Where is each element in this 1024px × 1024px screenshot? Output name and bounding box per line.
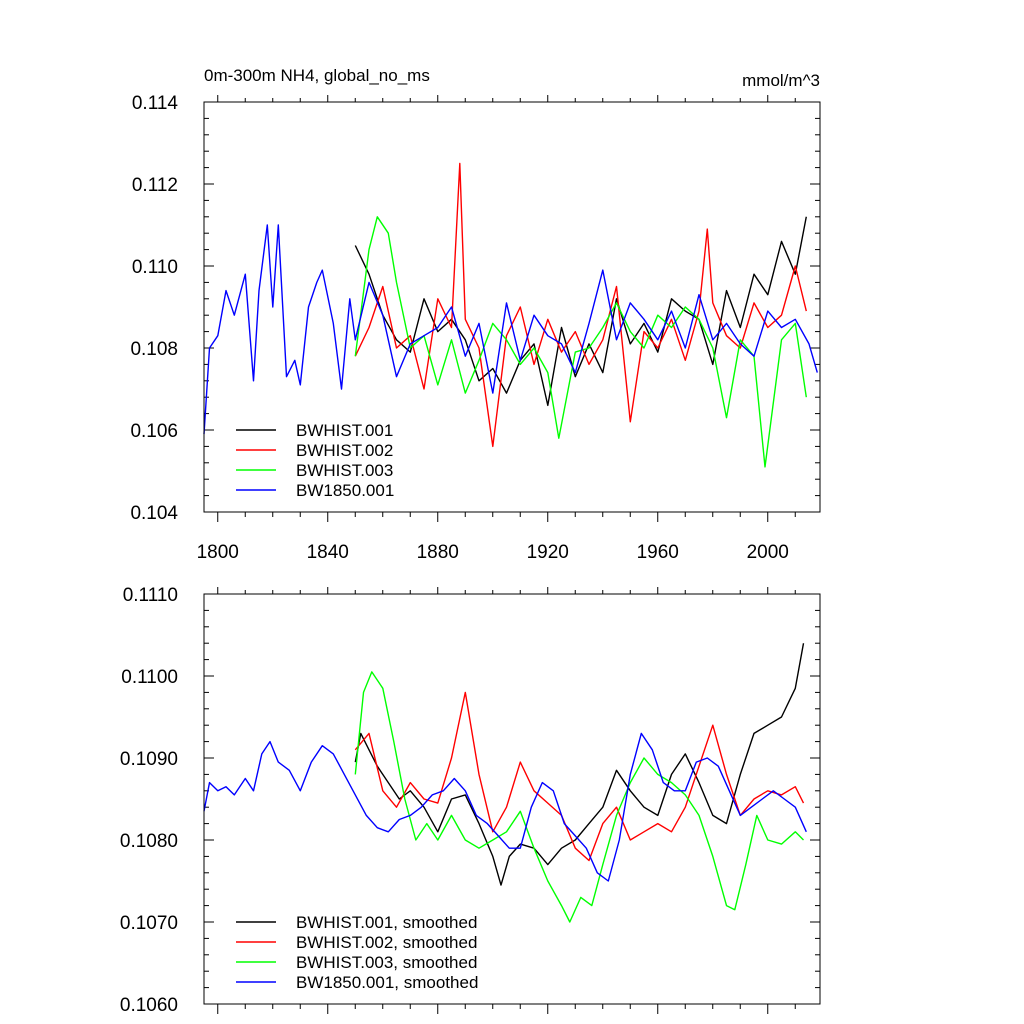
top-ytick-label: 0.106: [130, 421, 178, 442]
top-panel-series: [203, 162, 818, 468]
bottom-series-line-4: [203, 732, 807, 882]
top-panel-xtick-labels: 1800 1840 1880 1920 1960 2000: [197, 542, 789, 563]
top-legend-label-2: BWHIST.002: [296, 441, 393, 460]
bottom-panel-ytick-labels: 0.1060 0.1070 0.1080 0.1090 0.1100 0.1110: [120, 585, 178, 1016]
top-ytick-label: 0.112: [132, 175, 178, 196]
top-legend-label-1: BWHIST.001: [296, 421, 393, 440]
bottom-legend-label-4: BW1850.001, smoothed: [296, 973, 478, 992]
bottom-series-line-1: [354, 643, 805, 886]
top-ytick-label: 0.110: [132, 257, 178, 278]
top-series-line-3: [354, 216, 807, 468]
bottom-legend-label-2: BWHIST.002, smoothed: [296, 933, 477, 952]
top-series-line-4: [203, 224, 818, 435]
top-panel-units: mmol/m^3: [742, 71, 820, 90]
bottom-ytick-label: 0.1100: [121, 667, 178, 688]
bottom-legend-label-1: BWHIST.001, smoothed: [296, 913, 477, 932]
top-series-line-1: [354, 216, 807, 407]
top-panel: 0m-300m NH4, global_no_ms mmol/m^3 0.104…: [130, 66, 821, 563]
bottom-series-line-3: [354, 671, 804, 923]
top-xtick-label: 1840: [307, 542, 349, 563]
top-panel-ytick-labels: 0.104 0.106 0.108 0.110 0.112 0.114: [130, 93, 178, 524]
top-legend-label-4: BW1850.001: [296, 481, 394, 500]
top-xtick-label: 1880: [417, 542, 459, 563]
top-panel-frame: [203, 101, 821, 513]
top-xtick-label: 1920: [527, 542, 569, 563]
bottom-panel-series: [203, 643, 807, 923]
top-xtick-label: 1800: [197, 542, 239, 563]
top-ytick-label: 0.114: [132, 93, 179, 114]
bottom-legend-label-3: BWHIST.003, smoothed: [296, 953, 477, 972]
bottom-ytick-label: 0.1060: [120, 995, 178, 1016]
top-ytick-label: 0.104: [130, 503, 178, 524]
top-xtick-label: 2000: [747, 542, 789, 563]
top-panel-title: 0m-300m NH4, global_no_ms: [204, 66, 430, 85]
top-legend-label-3: BWHIST.003: [296, 461, 393, 480]
bottom-ytick-label: 0.1080: [120, 831, 178, 852]
bottom-ytick-label: 0.1070: [120, 913, 178, 934]
bottom-ytick-label: 0.1110: [123, 585, 178, 606]
bottom-panel-frame: [203, 593, 821, 1005]
bottom-panel: 0.1060 0.1070 0.1080 0.1090 0.1100 0.1110 BWH…: [120, 585, 821, 1016]
top-xtick-label: 1960: [637, 542, 679, 563]
top-panel-ticks: [204, 95, 820, 522]
bottom-ytick-label: 0.1090: [120, 749, 178, 770]
top-ytick-label: 0.108: [130, 339, 178, 360]
bottom-series-line-2: [354, 691, 805, 862]
